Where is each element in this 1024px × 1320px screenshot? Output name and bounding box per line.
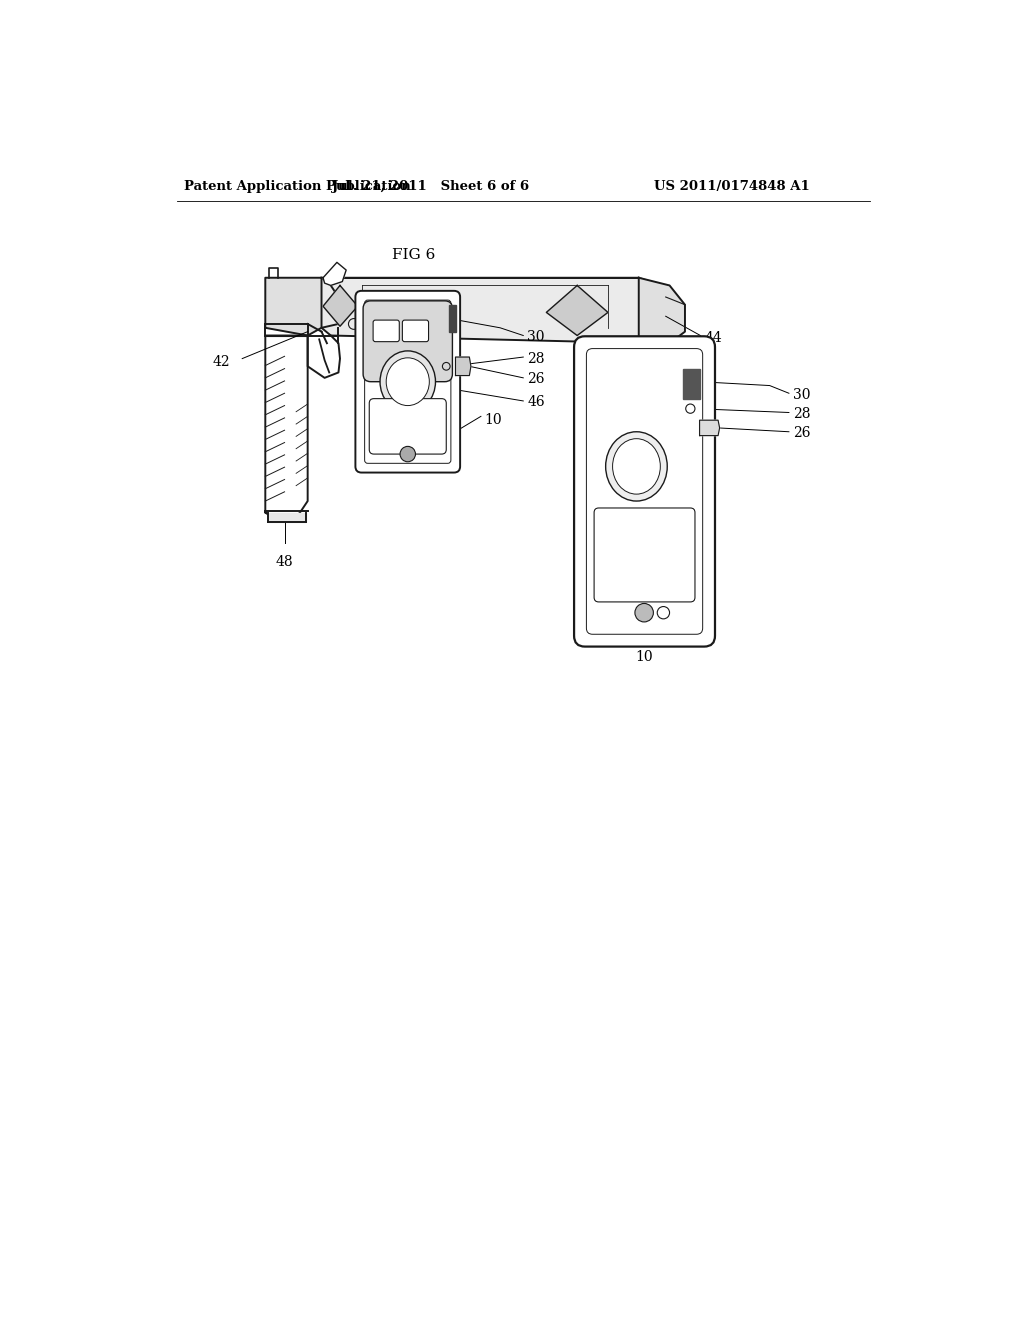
- Text: 48: 48: [275, 554, 293, 569]
- FancyBboxPatch shape: [364, 301, 453, 381]
- Text: 26: 26: [793, 426, 810, 441]
- Text: 30: 30: [527, 330, 545, 345]
- Polygon shape: [450, 305, 456, 331]
- Text: 44: 44: [705, 331, 722, 345]
- Ellipse shape: [386, 358, 429, 405]
- Ellipse shape: [380, 351, 435, 412]
- Circle shape: [657, 607, 670, 619]
- FancyBboxPatch shape: [355, 290, 460, 473]
- Polygon shape: [547, 285, 608, 335]
- Polygon shape: [323, 263, 346, 285]
- Text: Patent Application Publication: Patent Application Publication: [184, 181, 412, 194]
- Polygon shape: [639, 277, 685, 343]
- Polygon shape: [267, 512, 306, 521]
- Text: 10: 10: [484, 413, 503, 428]
- Polygon shape: [323, 285, 357, 326]
- Polygon shape: [456, 358, 471, 376]
- Circle shape: [635, 603, 653, 622]
- Polygon shape: [265, 335, 307, 516]
- FancyBboxPatch shape: [402, 321, 429, 342]
- FancyBboxPatch shape: [594, 508, 695, 602]
- Ellipse shape: [612, 438, 660, 494]
- FancyBboxPatch shape: [574, 337, 715, 647]
- FancyBboxPatch shape: [373, 321, 399, 342]
- Text: 42: 42: [213, 355, 230, 370]
- Text: 26: 26: [527, 372, 545, 387]
- Text: 30: 30: [793, 388, 810, 401]
- Polygon shape: [683, 368, 699, 400]
- Text: 28: 28: [527, 351, 545, 366]
- Circle shape: [400, 446, 416, 462]
- FancyBboxPatch shape: [370, 399, 446, 454]
- Text: 10: 10: [635, 649, 653, 664]
- Text: 46: 46: [527, 396, 545, 409]
- Polygon shape: [265, 277, 339, 335]
- Polygon shape: [699, 420, 720, 436]
- Text: Jul. 21, 2011   Sheet 6 of 6: Jul. 21, 2011 Sheet 6 of 6: [333, 181, 529, 194]
- Ellipse shape: [605, 432, 668, 502]
- Text: FIG 6: FIG 6: [392, 248, 436, 261]
- Polygon shape: [322, 277, 670, 343]
- Text: US 2011/0174848 A1: US 2011/0174848 A1: [654, 181, 810, 194]
- Text: 28: 28: [793, 407, 810, 421]
